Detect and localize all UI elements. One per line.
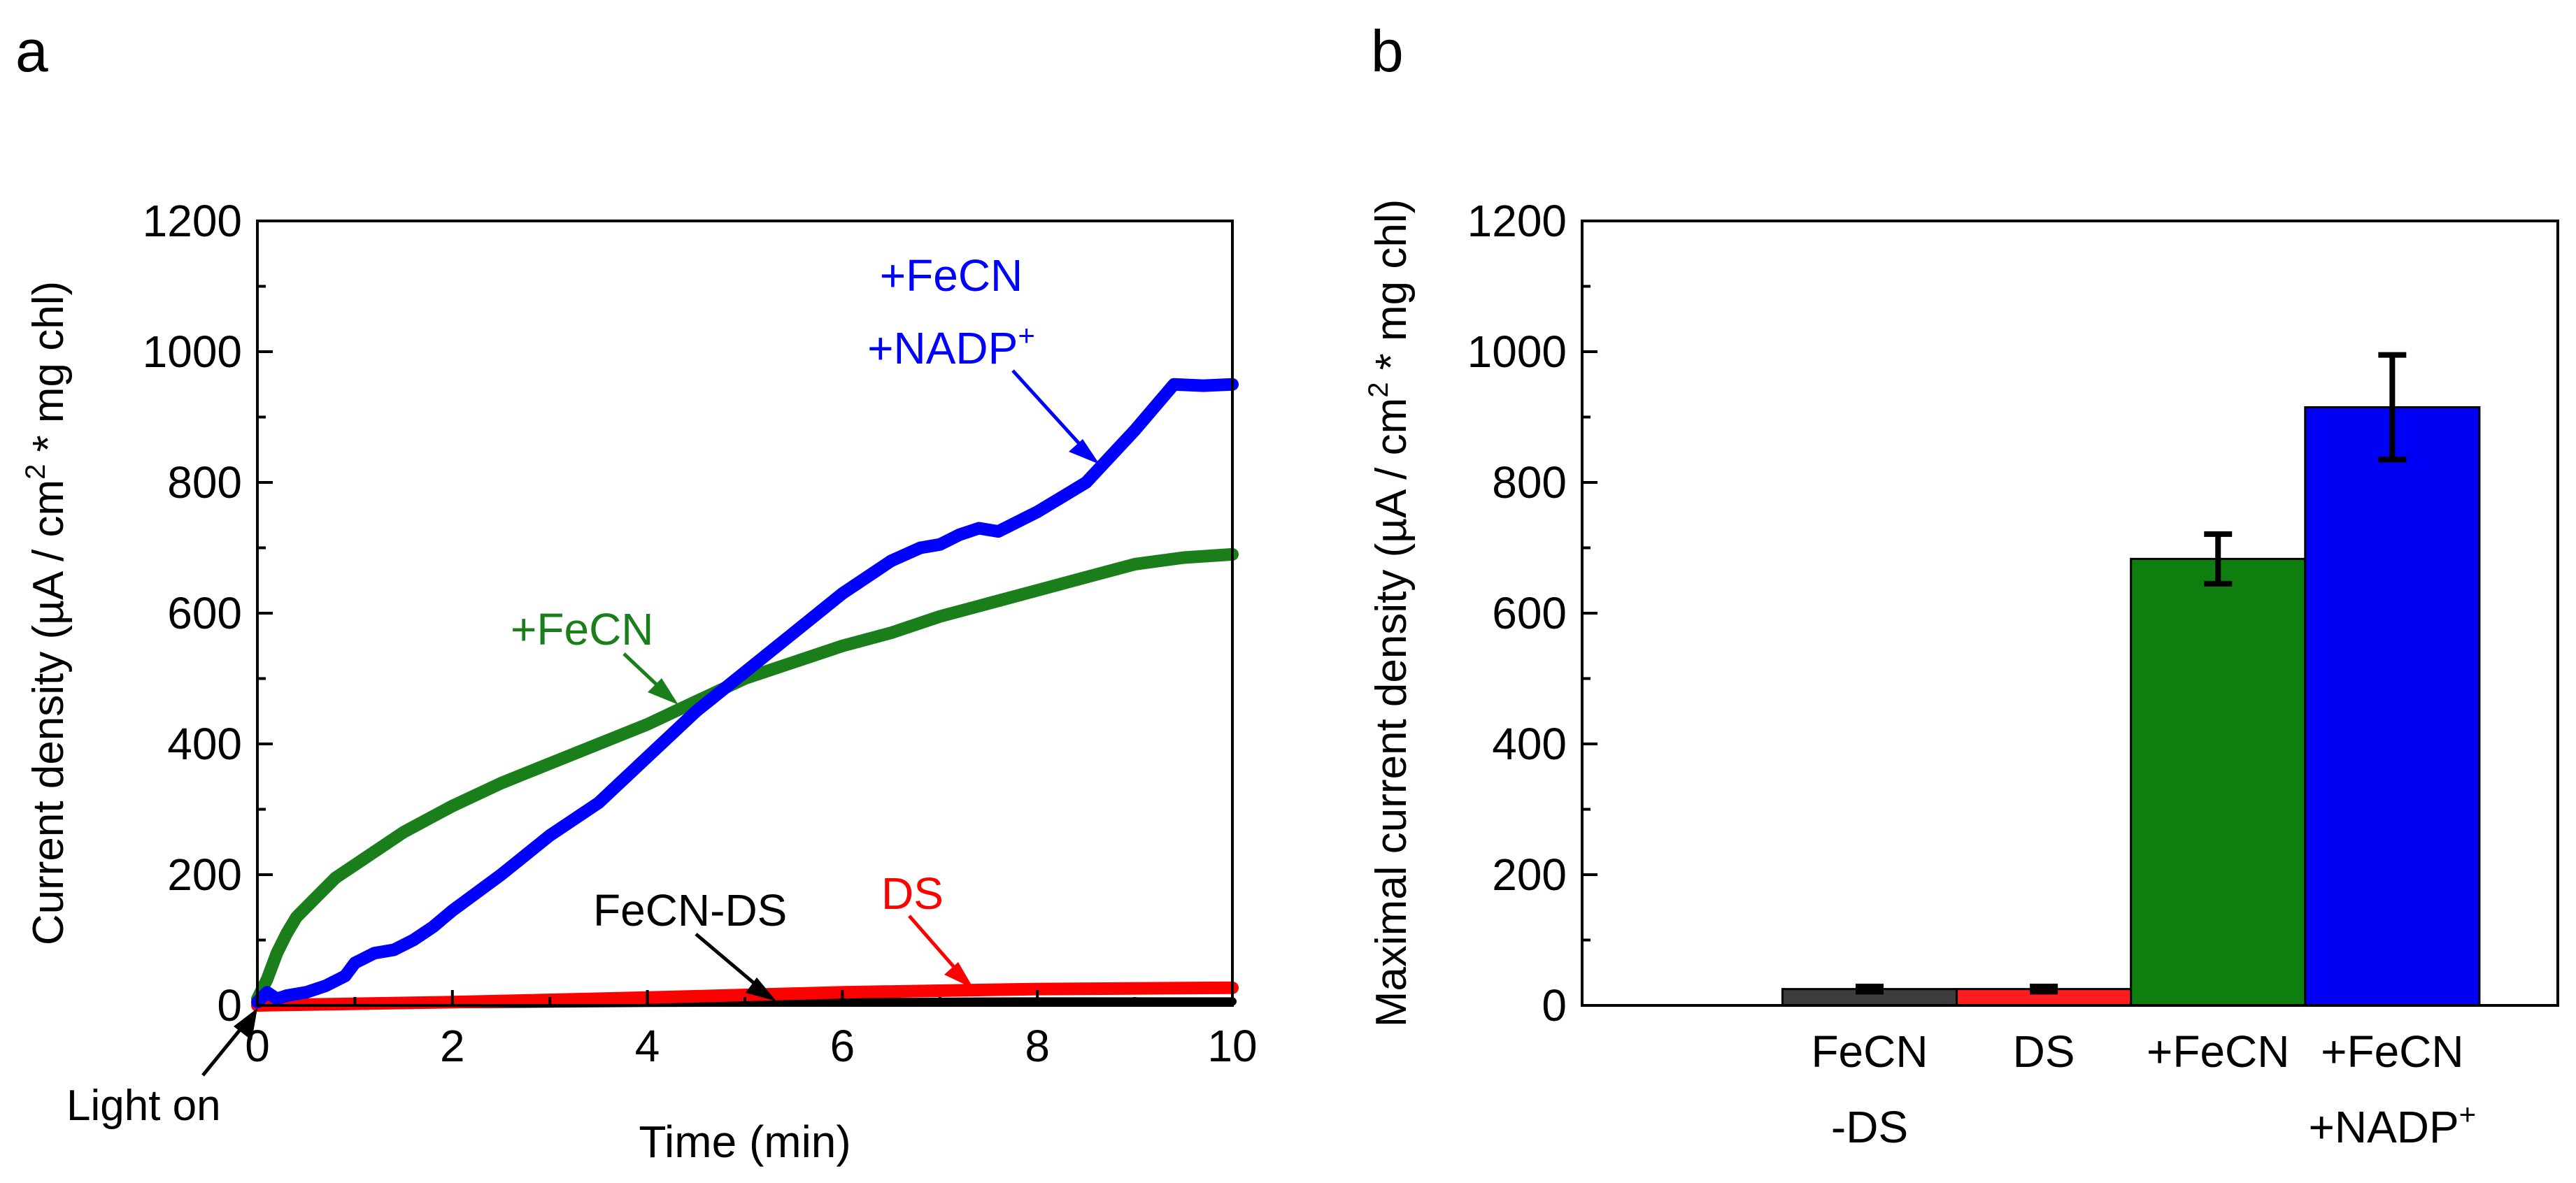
x-axis-title-a: Time (min) bbox=[639, 1117, 851, 1167]
arrow-ds-shaft bbox=[908, 915, 960, 973]
x-tick-label-a: 8 bbox=[1025, 1021, 1050, 1071]
bar-chart-panel-b: 0 200 400 600 800 1000 1200 FeCN -DS DS +FeCN +FeC… bbox=[1363, 196, 2559, 1152]
y-tick-label-b: 400 bbox=[1492, 719, 1567, 769]
y-title-a-main: Current density (µA / cm bbox=[24, 480, 73, 945]
annotation-fecn-ds: FeCN-DS bbox=[593, 885, 787, 935]
y-tick-label-a: 600 bbox=[167, 588, 242, 638]
x-category-label: +FeCN bbox=[2321, 1026, 2464, 1077]
arrow-ds-head bbox=[944, 962, 974, 989]
x-category-label: DS bbox=[2013, 1026, 2075, 1077]
annotation-nadp-sup: + bbox=[1018, 319, 1035, 352]
annotation-light-on: Light on bbox=[66, 1082, 221, 1130]
y-tick-label-a: 800 bbox=[167, 457, 242, 508]
bar-group bbox=[1781, 352, 2481, 1007]
bar bbox=[2130, 557, 2307, 1007]
arrow-light-on-shaft bbox=[201, 1021, 248, 1077]
y-tick-label-a: 200 bbox=[167, 849, 242, 900]
y-tick-label-a: 1200 bbox=[143, 196, 242, 246]
y-tick-label-b: 1000 bbox=[1467, 327, 1567, 377]
y-axis-title-b: Maximal current density (µA / cm2 * mg c… bbox=[1363, 199, 1416, 1028]
series-line-fecn-nadp bbox=[251, 378, 1239, 1009]
arrow-nadp-head bbox=[1069, 439, 1100, 464]
panel-label-b: b bbox=[1371, 18, 1404, 84]
x-axis-a: 0 2 4 6 8 10 bbox=[245, 990, 1258, 1071]
annotation-ds: DS bbox=[881, 868, 944, 919]
line-chart-panel-a: 0 200 400 600 800 1000 1200 0 2 4 6 8 10 Time (min)… bbox=[20, 196, 1258, 1167]
x-tick-label-a: 6 bbox=[830, 1021, 855, 1071]
x-category-label: +FeCN bbox=[2147, 1026, 2290, 1077]
x-tick-label-a: 10 bbox=[1207, 1021, 1257, 1071]
arrow-fecn-head bbox=[648, 678, 678, 705]
y-title-b-main: Maximal current density (µA / cm bbox=[1367, 398, 1416, 1028]
x-category-label-line2: +NADP+ bbox=[2308, 1098, 2476, 1152]
y-axis-b: 0 200 400 600 800 1000 1200 bbox=[1467, 196, 1597, 1031]
x-tick-label-a: 2 bbox=[440, 1021, 465, 1071]
y-tick-label-b: 1200 bbox=[1467, 196, 1567, 246]
annotation-fecn: +FeCN bbox=[511, 604, 654, 654]
x-tick-label-a: 4 bbox=[635, 1021, 660, 1071]
arrow-nadp-shaft bbox=[1011, 369, 1084, 449]
arrow-fecn-ds-shaft bbox=[695, 933, 760, 989]
x-category-label: FeCN bbox=[1811, 1026, 1928, 1077]
arrow-fecn-shaft bbox=[622, 652, 662, 690]
annotation-nadp-line2-text: +NADP bbox=[867, 323, 1018, 373]
y-title-a-tail: * mg chl) bbox=[24, 281, 73, 464]
bar bbox=[2304, 406, 2481, 1007]
y-axis-a: 0 200 400 600 800 1000 1200 bbox=[143, 196, 273, 1031]
x-category-label-line2: -DS bbox=[1831, 1102, 1908, 1152]
y-title-a-sup: 2 bbox=[20, 464, 51, 480]
series-line-ds bbox=[251, 981, 1239, 1012]
y-tick-label-b: 0 bbox=[1542, 980, 1567, 1031]
y-title-b-sup: 2 bbox=[1363, 382, 1394, 398]
y-tick-label-b: 600 bbox=[1492, 588, 1567, 638]
x-axis-b: FeCN -DS DS +FeCN +FeCN +NADP+ bbox=[1811, 1026, 2476, 1152]
y-axis-title-a: Current density (µA / cm2 * mg chl) bbox=[20, 281, 73, 945]
series-line-fecn bbox=[251, 547, 1239, 1005]
y-tick-label-a: 400 bbox=[167, 719, 242, 769]
arrow-fecn-ds-head bbox=[746, 977, 776, 1001]
annotation-nadp-line1: +FeCN bbox=[880, 250, 1023, 301]
annotation-nadp-line2: +NADP+ bbox=[867, 319, 1035, 373]
y-tick-label-a: 0 bbox=[217, 980, 242, 1031]
y-tick-label-a: 1000 bbox=[143, 327, 242, 377]
arrow-light-on-head bbox=[234, 1008, 257, 1040]
y-title-b-tail: * mg chl) bbox=[1367, 199, 1416, 382]
panel-label-a: a bbox=[15, 18, 48, 84]
y-tick-label-b: 200 bbox=[1492, 849, 1567, 900]
y-tick-label-b: 800 bbox=[1492, 457, 1567, 508]
